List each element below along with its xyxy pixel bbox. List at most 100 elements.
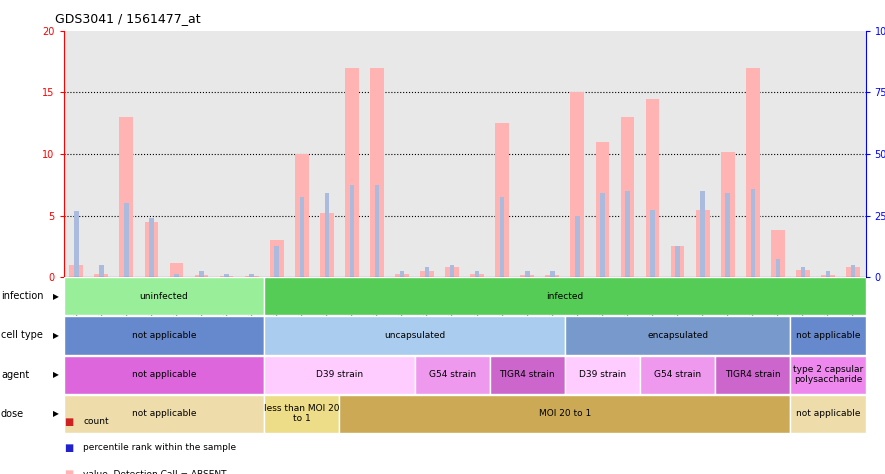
Bar — [821, 275, 835, 277]
Bar — [496, 123, 509, 277]
Bar — [199, 271, 204, 277]
Bar — [775, 259, 780, 277]
Bar — [64, 277, 264, 316]
Bar — [144, 222, 158, 277]
Bar — [596, 142, 610, 277]
Bar — [265, 394, 339, 433]
Bar — [565, 317, 790, 355]
Bar — [790, 356, 866, 393]
Text: infection: infection — [1, 292, 43, 301]
Bar — [801, 267, 805, 277]
Text: G54 strain: G54 strain — [654, 370, 701, 379]
Bar — [119, 117, 134, 277]
Bar — [846, 267, 860, 277]
Bar — [374, 185, 379, 277]
Text: uninfected: uninfected — [140, 292, 189, 301]
Bar — [395, 273, 409, 277]
Bar — [600, 193, 604, 277]
Bar — [520, 275, 535, 277]
Bar — [525, 271, 529, 277]
Bar — [274, 246, 279, 277]
Bar — [696, 210, 710, 277]
Bar — [545, 275, 559, 277]
Text: D39 strain: D39 strain — [579, 370, 626, 379]
Bar — [370, 68, 384, 277]
Bar — [64, 317, 264, 355]
Bar — [174, 273, 179, 277]
Text: not applicable: not applicable — [132, 409, 196, 418]
Text: ▶: ▶ — [53, 370, 59, 379]
Text: not applicable: not applicable — [796, 331, 860, 340]
Text: G54 strain: G54 strain — [428, 370, 475, 379]
Bar — [746, 68, 759, 277]
Text: not applicable: not applicable — [132, 370, 196, 379]
Bar — [420, 271, 434, 277]
Text: value, Detection Call = ABSENT: value, Detection Call = ABSENT — [83, 470, 227, 474]
Text: ■: ■ — [64, 469, 73, 474]
Text: ▶: ▶ — [53, 292, 59, 301]
Bar — [620, 117, 635, 277]
Bar — [450, 265, 454, 277]
Bar — [790, 317, 866, 355]
Text: D39 strain: D39 strain — [316, 370, 363, 379]
Bar — [550, 271, 555, 277]
Bar — [124, 203, 128, 277]
Bar — [826, 271, 830, 277]
Text: cell type: cell type — [1, 330, 42, 340]
Bar — [339, 394, 790, 433]
Bar — [700, 191, 705, 277]
Bar — [675, 246, 680, 277]
Bar — [295, 154, 309, 277]
Text: count: count — [83, 418, 109, 426]
Bar — [640, 356, 715, 393]
Bar — [99, 265, 104, 277]
Text: ▶: ▶ — [53, 331, 59, 340]
Bar — [646, 99, 659, 277]
Text: less than MOI 20
to 1: less than MOI 20 to 1 — [264, 404, 340, 423]
Bar — [224, 273, 229, 277]
Bar — [400, 271, 404, 277]
Bar — [726, 193, 730, 277]
Bar — [95, 273, 108, 277]
Bar — [150, 218, 154, 277]
Text: infected: infected — [546, 292, 583, 301]
Bar — [489, 356, 565, 393]
Text: MOI 20 to 1: MOI 20 to 1 — [539, 409, 591, 418]
Bar — [350, 185, 354, 277]
Bar — [750, 189, 755, 277]
Bar — [720, 152, 735, 277]
Bar — [170, 263, 183, 277]
Bar — [245, 276, 258, 277]
Bar — [475, 271, 480, 277]
Bar — [575, 216, 580, 277]
Bar — [790, 394, 866, 433]
Bar — [265, 317, 565, 355]
Bar — [650, 210, 655, 277]
Text: encapsulated: encapsulated — [647, 331, 708, 340]
Bar — [265, 356, 414, 393]
Bar — [195, 275, 209, 277]
Text: ■: ■ — [64, 417, 73, 427]
Bar — [265, 277, 866, 316]
Bar — [425, 267, 429, 277]
Text: not applicable: not applicable — [796, 409, 860, 418]
Bar — [64, 356, 264, 393]
Bar — [445, 267, 459, 277]
Text: uncapsulated: uncapsulated — [384, 331, 445, 340]
Text: agent: agent — [1, 370, 29, 380]
Text: dose: dose — [1, 409, 24, 419]
Text: ▶: ▶ — [53, 409, 59, 418]
Bar — [250, 273, 254, 277]
Bar — [625, 191, 630, 277]
Bar — [299, 197, 304, 277]
Bar — [74, 211, 79, 277]
Text: TIGR4 strain: TIGR4 strain — [499, 370, 555, 379]
Bar — [345, 68, 358, 277]
Text: type 2 capsular
polysaccharide: type 2 capsular polysaccharide — [793, 365, 863, 384]
Bar — [325, 193, 329, 277]
Bar — [500, 197, 504, 277]
Bar — [796, 270, 810, 277]
Text: TIGR4 strain: TIGR4 strain — [725, 370, 781, 379]
Text: ■: ■ — [64, 443, 73, 453]
Text: percentile rank within the sample: percentile rank within the sample — [83, 444, 236, 452]
